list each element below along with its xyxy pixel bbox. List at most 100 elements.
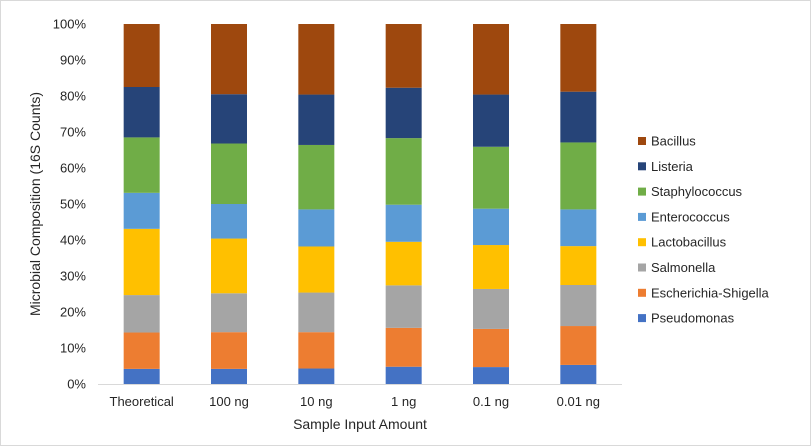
bar-segment-listeria bbox=[211, 94, 247, 144]
y-tick-label: 60% bbox=[60, 161, 86, 176]
bar-segment-staphylococcus bbox=[560, 142, 597, 210]
y-tick-label: 30% bbox=[60, 269, 86, 284]
y-tick-label: 70% bbox=[60, 125, 86, 140]
bar-segment-salmonella bbox=[123, 295, 160, 333]
bar-segment-listeria bbox=[123, 87, 160, 138]
bars-layer bbox=[123, 24, 597, 384]
bar-stack bbox=[385, 24, 422, 384]
bar-stack bbox=[298, 24, 335, 384]
legend-swatch bbox=[638, 314, 646, 323]
bar-segment-lactobacillus bbox=[560, 246, 597, 285]
y-tick-label: 40% bbox=[60, 233, 86, 248]
legend-label: Escherichia-Shigella bbox=[651, 285, 770, 300]
legend-label: Lactobacillus bbox=[651, 235, 727, 250]
legend: Bacillus Listeria Staphylococcus Enterococc… bbox=[638, 134, 770, 326]
bar-segment-lactobacillus bbox=[385, 241, 422, 286]
legend-label: Salmonella bbox=[651, 260, 716, 275]
bar-segment-salmonella bbox=[560, 285, 597, 327]
legend-item: Enterococcus bbox=[638, 209, 730, 224]
y-axis-ticks: 0% 10% 20% 30% 40% 50% 60% 70% 80% 90% 100% bbox=[53, 17, 87, 392]
bar-stack bbox=[560, 24, 597, 384]
bar-segment-enterococcus bbox=[385, 204, 422, 242]
bar-segment-salmonella bbox=[473, 288, 509, 329]
bar-segment-staphylococcus bbox=[211, 143, 247, 204]
bar-segment-staphylococcus bbox=[385, 138, 422, 205]
x-tick-label: 0.1 ng bbox=[473, 394, 509, 409]
legend-item: Escherichia-Shigella bbox=[638, 285, 770, 300]
bar-segment-enterococcus bbox=[298, 209, 335, 247]
y-tick-label: 100% bbox=[53, 17, 87, 32]
bar-segment-salmonella bbox=[211, 293, 247, 333]
legend-label: Bacillus bbox=[651, 134, 696, 149]
bar-segment-bacillus bbox=[123, 24, 160, 87]
bar-segment-bacillus bbox=[560, 24, 597, 92]
bar-segment-salmonella bbox=[298, 292, 335, 333]
y-tick-label: 90% bbox=[60, 53, 86, 68]
y-tick-label: 10% bbox=[60, 341, 86, 356]
y-axis-title: Microbial Composition (16S Counts) bbox=[27, 92, 43, 316]
y-tick-label: 0% bbox=[67, 377, 86, 392]
bar-segment-lactobacillus bbox=[298, 246, 335, 293]
y-tick-label: 20% bbox=[60, 305, 86, 320]
bar-segment-pseudomonas bbox=[385, 366, 422, 384]
bar-segment-escherichia-shigella bbox=[385, 327, 422, 367]
legend-swatch bbox=[638, 288, 646, 297]
y-tick-label: 80% bbox=[60, 89, 86, 104]
legend-item: Lactobacillus bbox=[638, 235, 727, 250]
x-tick-label: 100 ng bbox=[209, 394, 249, 409]
x-axis-ticks: Theoretical 100 ng 10 ng 1 ng 0.1 ng 0.01 ng bbox=[110, 394, 601, 409]
bar-segment-listeria bbox=[385, 87, 422, 139]
bar-segment-enterococcus bbox=[123, 192, 160, 229]
bar-segment-bacillus bbox=[473, 24, 509, 95]
legend-swatch bbox=[638, 212, 646, 221]
x-axis-title: Sample Input Amount bbox=[293, 416, 427, 432]
bar-segment-listeria bbox=[560, 91, 597, 143]
bar-segment-escherichia-shigella bbox=[560, 326, 597, 365]
bar-segment-staphylococcus bbox=[473, 146, 509, 209]
bar-segment-pseudomonas bbox=[560, 364, 597, 384]
bar-segment-staphylococcus bbox=[298, 144, 335, 210]
bar-segment-pseudomonas bbox=[123, 368, 160, 384]
legend-item: Listeria bbox=[638, 159, 694, 174]
bar-segment-lactobacillus bbox=[473, 245, 509, 289]
bar-segment-salmonella bbox=[385, 285, 422, 328]
bar-segment-escherichia-shigella bbox=[211, 332, 247, 369]
bar-segment-enterococcus bbox=[473, 208, 509, 246]
legend-swatch bbox=[638, 137, 646, 145]
x-tick-label: 0.01 ng bbox=[557, 394, 600, 409]
bar-segment-staphylococcus bbox=[123, 137, 160, 193]
legend-swatch bbox=[638, 263, 646, 272]
bar-segment-enterococcus bbox=[560, 209, 597, 247]
bar-segment-escherichia-shigella bbox=[298, 332, 335, 369]
legend-swatch bbox=[638, 238, 646, 247]
bar-segment-enterococcus bbox=[211, 204, 247, 239]
bar-stack bbox=[123, 24, 160, 384]
bar-stack bbox=[473, 24, 509, 384]
legend-label: Staphylococcus bbox=[651, 184, 743, 199]
legend-item: Staphylococcus bbox=[638, 184, 743, 199]
legend-swatch bbox=[638, 162, 646, 171]
legend-label: Listeria bbox=[651, 159, 694, 174]
bar-segment-pseudomonas bbox=[298, 368, 335, 384]
bar-segment-lactobacillus bbox=[123, 228, 160, 296]
y-tick-label: 50% bbox=[60, 197, 86, 212]
legend-label: Enterococcus bbox=[651, 209, 730, 224]
legend-item: Salmonella bbox=[638, 260, 716, 275]
bar-segment-pseudomonas bbox=[211, 368, 247, 384]
x-tick-label: Theoretical bbox=[110, 394, 174, 409]
bar-segment-escherichia-shigella bbox=[123, 332, 160, 369]
legend-label: Pseudomonas bbox=[651, 311, 735, 326]
bar-segment-bacillus bbox=[298, 24, 335, 95]
bar-segment-escherichia-shigella bbox=[473, 328, 509, 368]
legend-item: Pseudomonas bbox=[638, 311, 735, 326]
legend-item: Bacillus bbox=[638, 134, 696, 149]
bar-segment-bacillus bbox=[385, 24, 422, 88]
x-tick-label: 10 ng bbox=[300, 394, 333, 409]
legend-swatch bbox=[638, 187, 646, 196]
bar-stack bbox=[211, 24, 247, 384]
x-tick-label: 1 ng bbox=[391, 394, 416, 409]
bar-segment-bacillus bbox=[211, 24, 247, 95]
bar-segment-listeria bbox=[298, 94, 335, 145]
bar-segment-pseudomonas bbox=[473, 367, 509, 384]
